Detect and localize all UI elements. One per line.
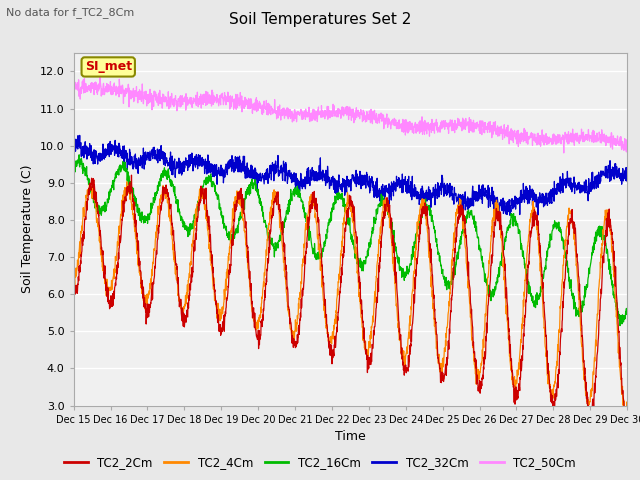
Text: SI_met: SI_met (84, 60, 132, 73)
Y-axis label: Soil Temperature (C): Soil Temperature (C) (21, 165, 35, 293)
Text: No data for f_TC2_8Cm: No data for f_TC2_8Cm (6, 7, 134, 18)
Text: Soil Temperatures Set 2: Soil Temperatures Set 2 (229, 12, 411, 27)
X-axis label: Time: Time (335, 430, 366, 443)
Legend: TC2_2Cm, TC2_4Cm, TC2_16Cm, TC2_32Cm, TC2_50Cm: TC2_2Cm, TC2_4Cm, TC2_16Cm, TC2_32Cm, TC… (60, 452, 580, 474)
